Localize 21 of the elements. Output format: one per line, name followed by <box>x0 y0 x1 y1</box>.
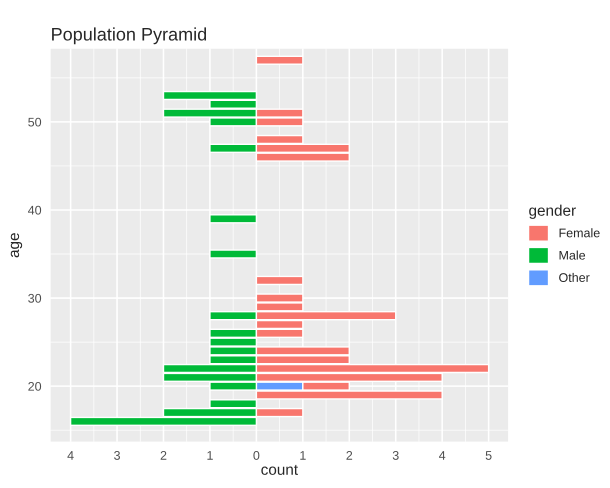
x-tick-label: 0 <box>253 451 260 460</box>
x-tick-label: 1 <box>300 451 306 460</box>
y-tick-label: 20 <box>28 382 42 391</box>
y-tick-label: 30 <box>28 294 42 303</box>
y-tick-label: 40 <box>28 206 42 215</box>
legend-label: Other <box>559 272 590 282</box>
chart-title: Population Pyramid <box>52 27 206 44</box>
x-tick-label: 3 <box>392 451 399 460</box>
legend-title: gender <box>529 204 576 219</box>
legend-label: Male <box>560 250 586 260</box>
legend-label: Female <box>560 228 600 238</box>
y-tick-label: 50 <box>28 118 42 127</box>
x-tick-label: 4 <box>67 451 74 460</box>
x-tick-label: 2 <box>160 451 166 460</box>
x-tick-label: 1 <box>207 451 213 460</box>
x-tick-label: 3 <box>114 451 120 460</box>
x-tick-label: 5 <box>486 451 492 460</box>
x-tick-label: 2 <box>346 451 352 460</box>
x-axis-title: count <box>261 464 298 475</box>
x-tick-label: 4 <box>438 451 446 460</box>
y-axis-title: age <box>10 233 22 258</box>
